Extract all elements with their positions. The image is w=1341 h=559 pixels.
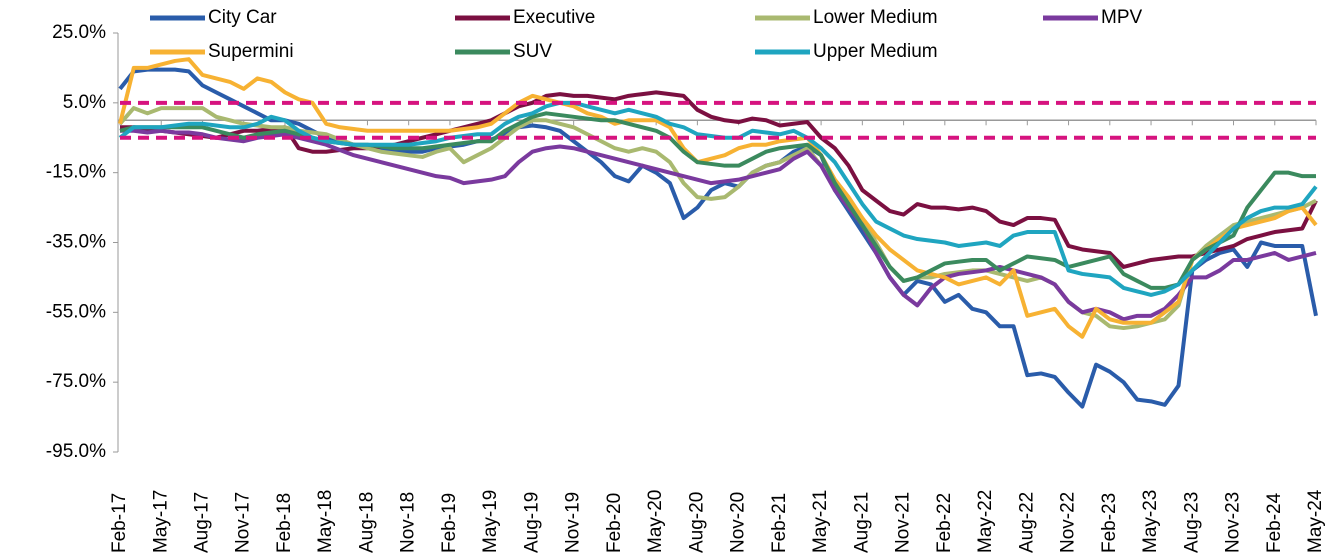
- x-tick-label: Aug-18: [356, 492, 377, 553]
- y-tick-label: 5.0%: [63, 92, 106, 113]
- x-tick-label: Feb-21: [769, 493, 790, 553]
- x-tick-label: Aug-20: [686, 492, 707, 553]
- x-tick-label: Aug-19: [521, 492, 542, 553]
- legend-label: Executive: [513, 7, 595, 28]
- series-line: [120, 128, 1317, 322]
- legend-label: Lower Medium: [813, 7, 938, 28]
- legend-label: City Car: [208, 7, 277, 28]
- series-line: [118, 57, 1318, 339]
- x-tick-label: Nov-17: [233, 492, 254, 553]
- y-tick-label: -35.0%: [46, 232, 106, 253]
- x-tick-label: Nov-23: [1223, 492, 1244, 553]
- series-line: [120, 90, 1318, 269]
- y-tick-label: -75.0%: [46, 371, 106, 392]
- x-tick-label: May-20: [645, 490, 666, 553]
- x-tick-label: Aug-21: [851, 492, 872, 553]
- x-tick-label: May-22: [975, 490, 996, 553]
- x-tick-label: Feb-23: [1099, 493, 1120, 553]
- x-tick-label: Aug-17: [191, 492, 212, 553]
- y-tick-label: -95.0%: [46, 441, 106, 462]
- legend-label: MPV: [1101, 7, 1143, 28]
- x-tick-label: Aug-23: [1181, 492, 1202, 553]
- x-tick-label: May-24: [1305, 489, 1326, 553]
- x-tick-label: Nov-20: [728, 492, 749, 553]
- x-tick-label: May-18: [315, 490, 336, 553]
- x-tick-label: Nov-19: [563, 492, 584, 553]
- x-tick-label: Aug-22: [1016, 492, 1037, 553]
- y-tick-label: -55.0%: [46, 301, 106, 322]
- x-tick-label: Feb-19: [439, 493, 460, 553]
- x-tick-label: Feb-24: [1264, 492, 1285, 553]
- x-tick-label: Nov-21: [893, 492, 914, 553]
- legend-label: SUV: [513, 41, 552, 62]
- x-tick-label: May-17: [150, 490, 171, 553]
- x-tick-label: May-19: [480, 490, 501, 553]
- x-tick-label: Feb-18: [274, 493, 295, 553]
- x-tick-label: Feb-22: [934, 493, 955, 553]
- x-tick-label: Feb-17: [109, 493, 130, 553]
- x-tick-label: May-21: [810, 490, 831, 553]
- y-tick-label: -15.0%: [46, 162, 106, 183]
- x-tick-label: Nov-22: [1058, 492, 1079, 553]
- legend-label: Upper Medium: [813, 41, 938, 62]
- x-tick-label: Nov-18: [398, 492, 419, 553]
- x-tick-label: Feb-20: [604, 493, 625, 553]
- series-line: [118, 106, 1317, 331]
- x-tick-label: May-23: [1140, 490, 1161, 553]
- legend-label: Supermini: [208, 41, 294, 62]
- y-tick-label: 25.0%: [52, 22, 106, 43]
